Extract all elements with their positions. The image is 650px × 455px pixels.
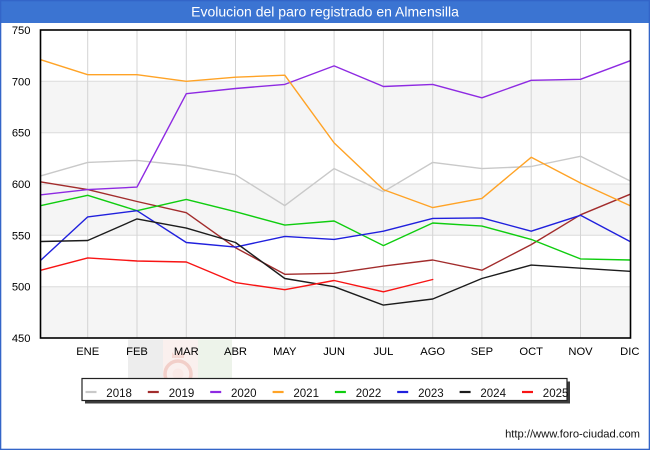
svg-text:450: 450 [12, 333, 31, 345]
svg-text:ENE: ENE [76, 346, 99, 358]
svg-text:650: 650 [12, 128, 31, 140]
svg-text:2021: 2021 [293, 388, 319, 400]
svg-text:SEP: SEP [471, 346, 493, 358]
svg-text:2018: 2018 [106, 388, 132, 400]
svg-text:500: 500 [12, 282, 31, 294]
svg-text:2020: 2020 [231, 388, 257, 400]
svg-text:http://www.foro-ciudad.com: http://www.foro-ciudad.com [505, 429, 640, 441]
svg-text:Evolucion del paro registrado: Evolucion del paro registrado en Almensi… [191, 4, 459, 20]
svg-text:FEB: FEB [126, 346, 148, 358]
svg-text:2025: 2025 [543, 388, 569, 400]
svg-text:2022: 2022 [356, 388, 382, 400]
svg-text:550: 550 [12, 230, 31, 242]
svg-text:600: 600 [12, 179, 31, 191]
svg-text:700: 700 [12, 76, 31, 88]
svg-text:2019: 2019 [169, 388, 195, 400]
svg-text:2023: 2023 [418, 388, 444, 400]
svg-text:750: 750 [12, 25, 31, 37]
svg-text:JUN: JUN [323, 346, 345, 358]
svg-text:MAR: MAR [174, 346, 199, 358]
svg-text:DIC: DIC [620, 346, 639, 358]
svg-text:OCT: OCT [519, 346, 543, 358]
svg-text:MAY: MAY [273, 346, 297, 358]
svg-text:2024: 2024 [480, 388, 506, 400]
svg-text:AGO: AGO [420, 346, 445, 358]
svg-text:NOV: NOV [568, 346, 593, 358]
svg-text:ABR: ABR [224, 346, 247, 358]
svg-text:JUL: JUL [373, 346, 393, 358]
